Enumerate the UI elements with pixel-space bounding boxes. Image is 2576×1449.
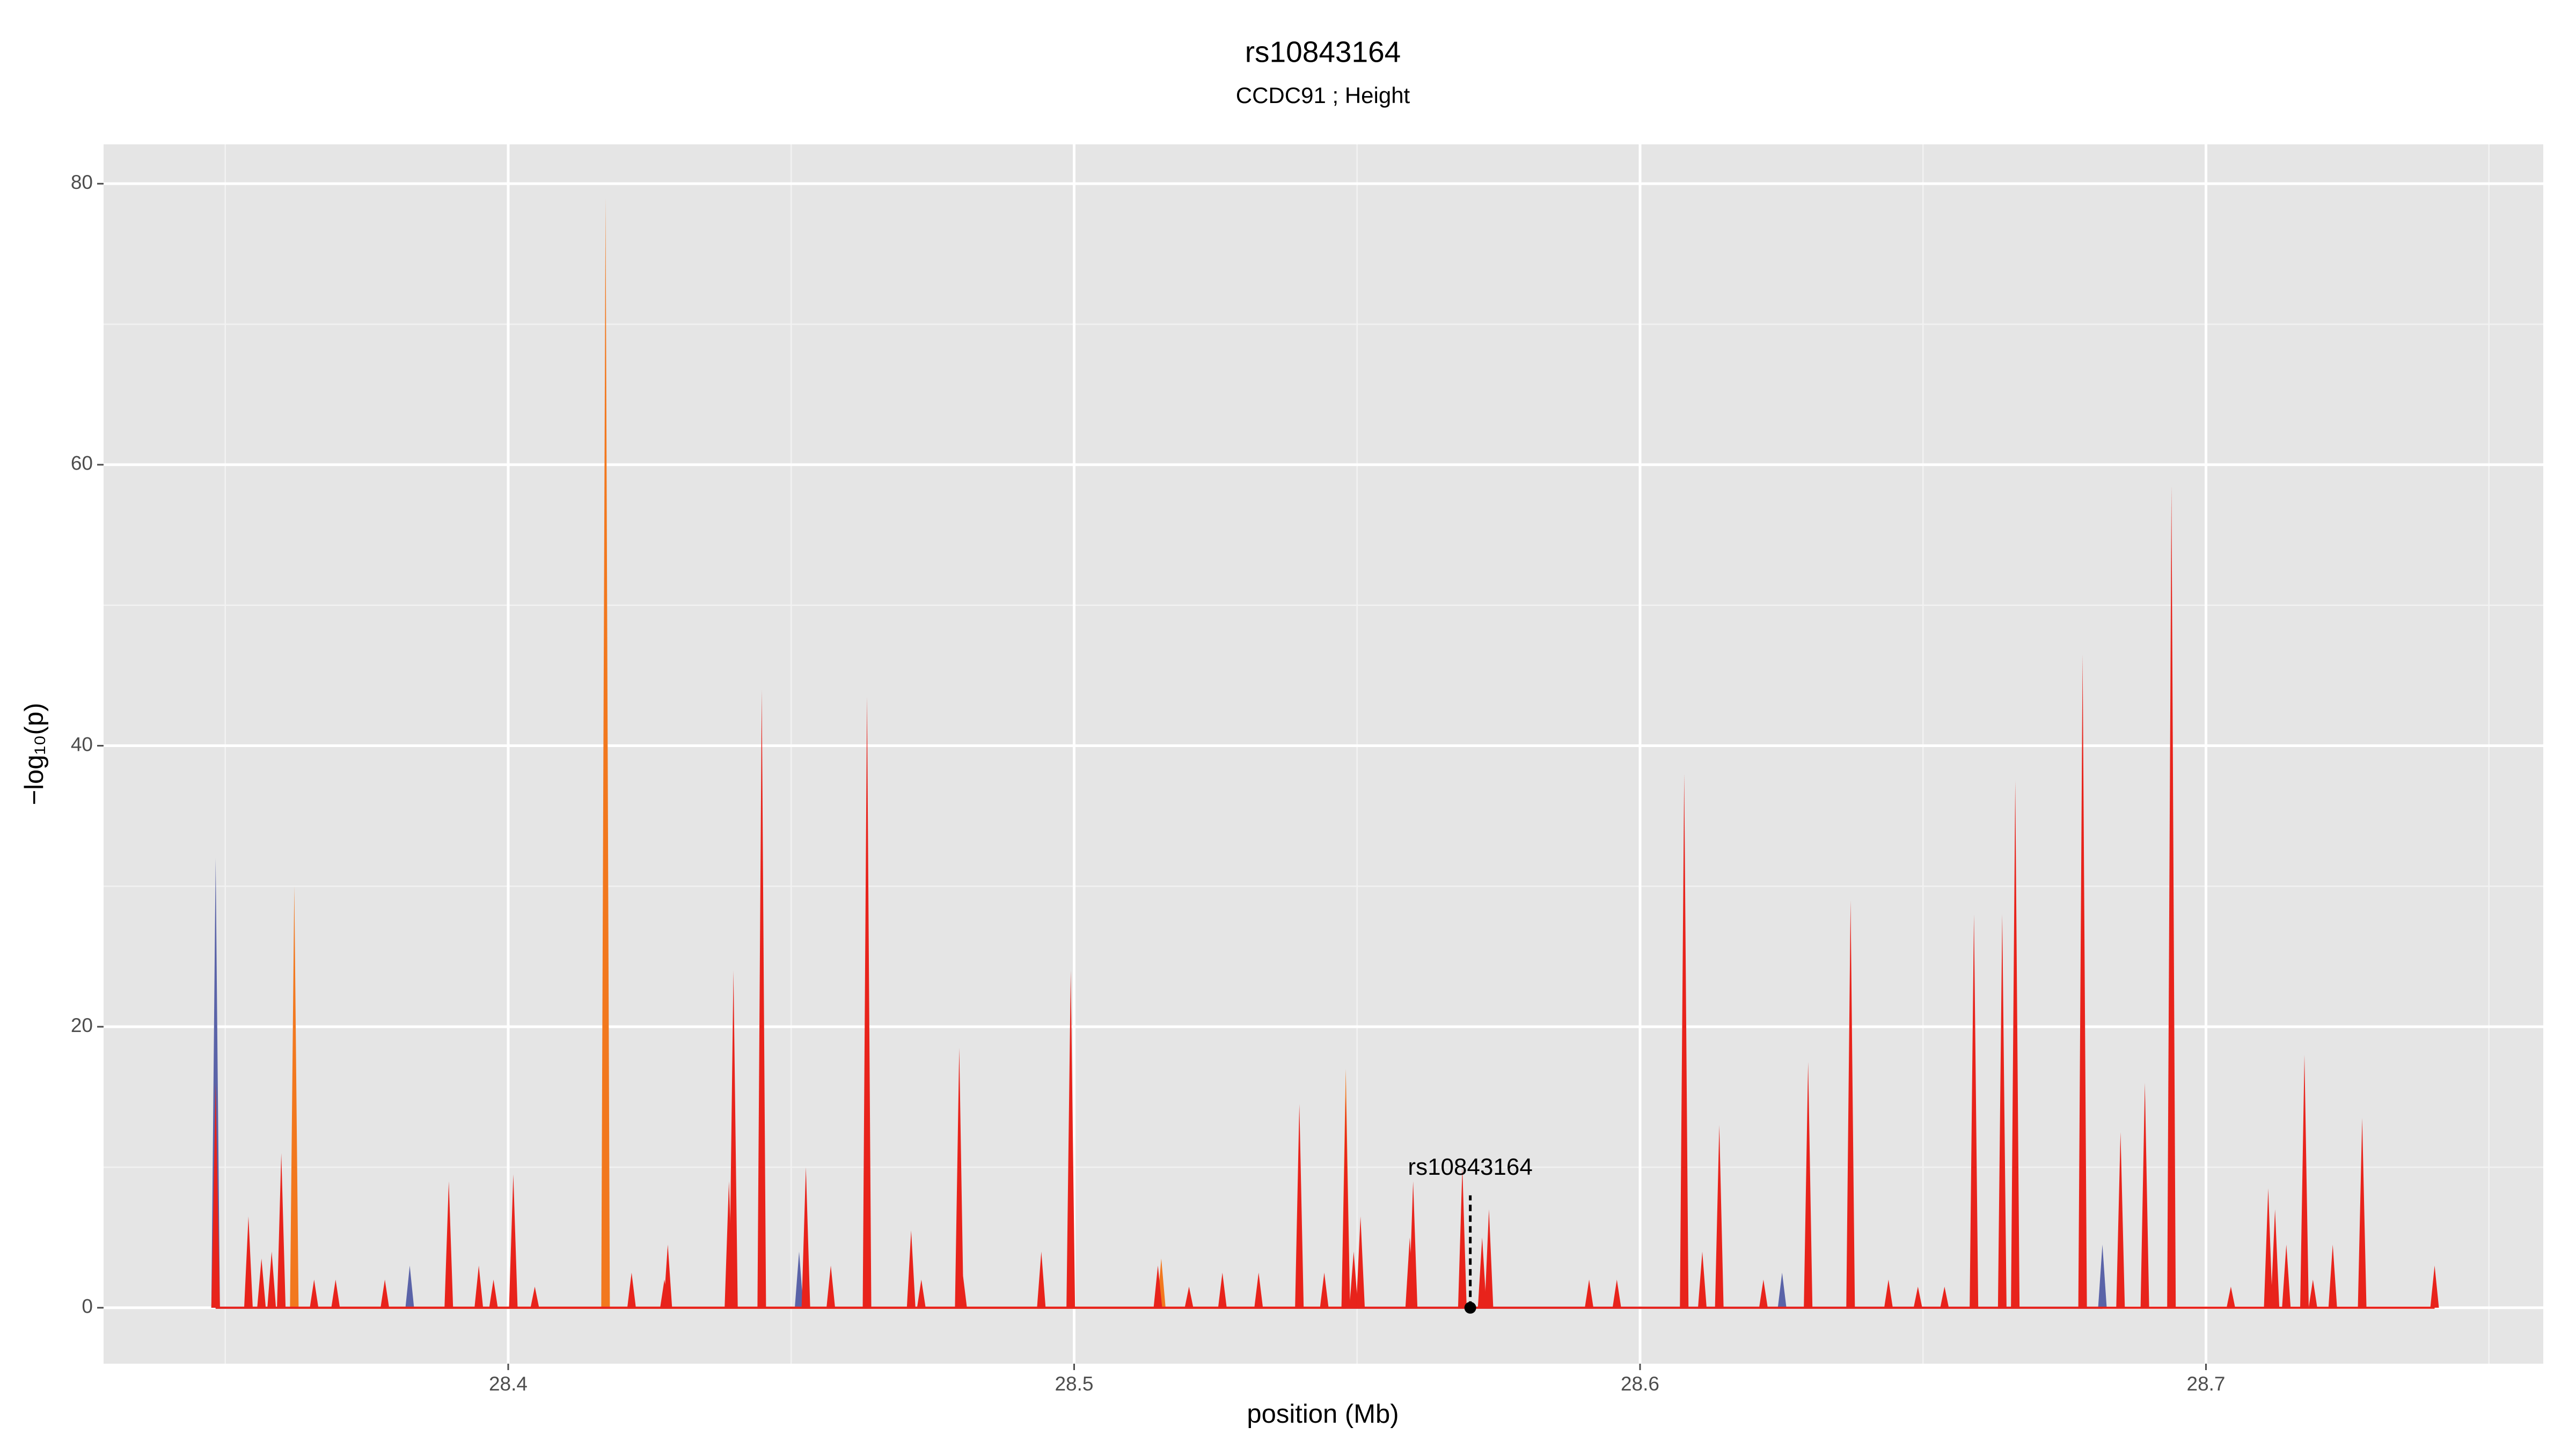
spike <box>794 1252 803 1308</box>
spike <box>267 1252 276 1308</box>
x-tick-label: 28.5 <box>1055 1373 1093 1395</box>
spike <box>331 1279 340 1308</box>
spike <box>2430 1265 2439 1308</box>
spike <box>474 1265 484 1308</box>
y-tick-label: 80 <box>71 171 93 193</box>
spike <box>729 970 738 1308</box>
spike <box>2140 1082 2149 1308</box>
spike <box>917 1279 926 1308</box>
spike <box>1940 1286 1949 1308</box>
annotation-point <box>1464 1301 1476 1314</box>
y-tick-label: 20 <box>71 1014 93 1036</box>
spike <box>1484 1209 1494 1308</box>
spike <box>444 1181 453 1308</box>
y-tick-label: 60 <box>71 452 93 474</box>
spike <box>1970 914 1979 1308</box>
spike <box>1254 1272 1263 1308</box>
spike <box>1184 1286 1194 1308</box>
spike <box>826 1265 836 1308</box>
spike <box>1037 1252 1046 1308</box>
spike <box>862 696 872 1308</box>
spike <box>2226 1286 2235 1308</box>
spike <box>663 1244 672 1308</box>
spike <box>2167 486 2176 1308</box>
spike <box>1777 1272 1787 1308</box>
spike <box>1846 900 1855 1308</box>
spike <box>1804 1062 1813 1308</box>
spike <box>601 197 610 1308</box>
spike <box>211 1082 220 1308</box>
spike <box>2271 1209 2280 1308</box>
y-axis-title: −log₁₀(p) <box>20 703 49 806</box>
spike <box>801 1167 810 1308</box>
spike <box>1715 1125 1724 1308</box>
chart-subtitle: CCDC91 ; Height <box>1236 83 1410 108</box>
spike <box>277 1153 286 1308</box>
x-tick-label: 28.7 <box>2187 1373 2226 1395</box>
spike <box>257 1258 266 1308</box>
spike <box>2011 781 2020 1308</box>
spike <box>2308 1279 2317 1308</box>
spike <box>1458 1167 1467 1308</box>
spike <box>1153 1265 1162 1308</box>
spike <box>2282 1244 2291 1308</box>
spike <box>958 1272 967 1308</box>
spike <box>290 886 299 1308</box>
spike <box>1759 1279 1768 1308</box>
spike <box>1612 1279 1621 1308</box>
y-tick-label: 40 <box>71 733 93 755</box>
spike <box>1997 914 2007 1308</box>
spike <box>310 1279 319 1308</box>
spike <box>489 1279 498 1308</box>
spike <box>1409 1181 1418 1308</box>
spike <box>1320 1272 1329 1308</box>
spike <box>1341 1097 1350 1308</box>
spike <box>627 1272 636 1308</box>
spike <box>1585 1279 1594 1308</box>
spike <box>405 1265 414 1308</box>
spike <box>955 1048 964 1308</box>
spike <box>1066 970 1075 1308</box>
spike <box>244 1216 253 1308</box>
spike <box>1913 1286 1922 1308</box>
spike <box>1356 1216 1365 1308</box>
spike <box>1697 1252 1707 1308</box>
spike <box>906 1230 916 1308</box>
spike <box>509 1174 518 1308</box>
spike <box>2116 1132 2125 1308</box>
x-tick-label: 28.4 <box>489 1373 528 1395</box>
marks: rs10843164 <box>211 197 2439 1314</box>
spike <box>1295 1104 1304 1308</box>
spike <box>2358 1118 2367 1308</box>
ticks: 0 20 40 60 80 28.4 28.5 28.6 28.7 <box>71 171 2226 1395</box>
spike <box>2078 654 2087 1308</box>
spike <box>2264 1188 2273 1308</box>
spike <box>757 689 766 1308</box>
spike <box>1477 1237 1487 1308</box>
spike <box>2328 1244 2337 1308</box>
spike <box>2098 1244 2107 1308</box>
spike <box>1680 773 1689 1308</box>
spike <box>530 1286 539 1308</box>
spike <box>1349 1252 1358 1308</box>
y-tick-label: 0 <box>82 1296 93 1318</box>
chart-title: rs10843164 <box>1245 35 1401 69</box>
x-tick-label: 28.6 <box>1621 1373 1659 1395</box>
spike <box>1884 1279 1893 1308</box>
plot-panel <box>104 144 2543 1364</box>
annotation-label: rs10843164 <box>1408 1154 1532 1180</box>
x-axis-title: position (Mb) <box>1247 1400 1399 1429</box>
spike <box>380 1279 390 1308</box>
spike <box>2300 1055 2309 1308</box>
spike <box>1218 1272 1227 1308</box>
